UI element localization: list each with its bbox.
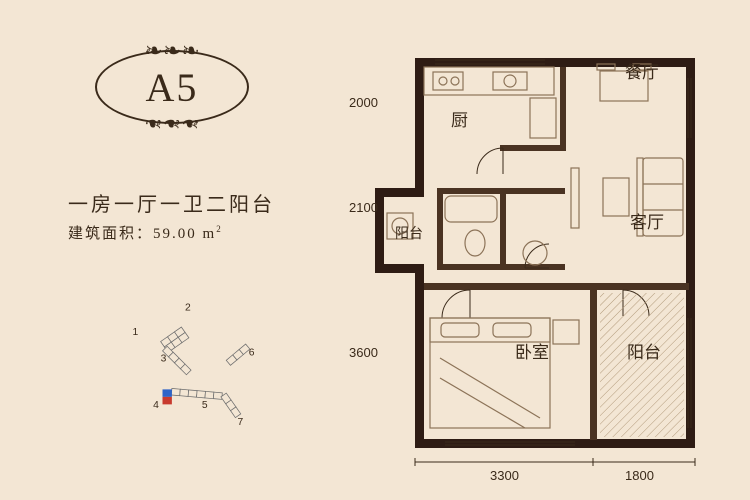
unit-summary: 一房一厅一卫二阳台	[68, 188, 275, 217]
room-label: 餐厅	[625, 63, 659, 82]
unit-type-badge: ❧❧❧ A5 ❧❧❧	[95, 50, 249, 124]
room-label: 阳台	[627, 343, 661, 362]
room-label: 客厅	[630, 213, 664, 232]
svg-text:1: 1	[133, 327, 139, 338]
floor-area: 建筑面积：59.00 m2	[68, 222, 223, 243]
area-unit: m2	[197, 226, 223, 242]
dim-left-1: 2000	[349, 95, 378, 110]
svg-text:2: 2	[185, 303, 191, 314]
svg-text:6: 6	[249, 348, 255, 359]
dim-left-3: 3600	[349, 345, 378, 360]
unit-type-label: A5	[146, 64, 199, 111]
badge-ornament-top: ❧❧❧	[144, 38, 199, 64]
area-value: 59.00	[153, 226, 197, 242]
svg-text:7: 7	[238, 417, 244, 428]
badge-ornament-bottom: ❧❧❧	[144, 110, 199, 136]
room-label: 卧室	[515, 343, 549, 362]
room-label: 厨	[451, 111, 468, 130]
svg-text:5: 5	[202, 400, 208, 411]
floor-plan: 厨餐厅客厅阳台卧室阳台	[375, 38, 715, 468]
building-site-key: 1 2 3 4 5 6 7	[110, 290, 290, 440]
dim-left-2: 2100	[349, 200, 378, 215]
dim-bottom-2: 1800	[625, 468, 654, 483]
svg-text:4: 4	[153, 400, 159, 411]
area-label: 建筑面积：	[68, 226, 153, 242]
dim-bottom-1: 3300	[490, 468, 519, 483]
room-label: 阳台	[395, 226, 423, 242]
svg-text:3: 3	[161, 353, 167, 364]
